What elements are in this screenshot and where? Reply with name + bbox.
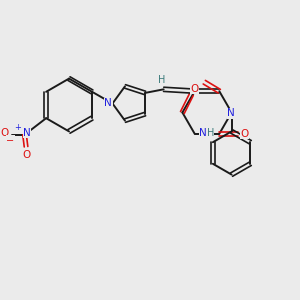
Text: H: H	[158, 75, 165, 85]
Text: H: H	[207, 128, 214, 138]
Text: +: +	[14, 123, 21, 132]
Text: −: −	[6, 136, 14, 146]
Text: O: O	[0, 128, 9, 138]
Text: O: O	[240, 129, 249, 139]
Text: O: O	[22, 150, 30, 160]
Text: N: N	[199, 128, 207, 138]
Text: N: N	[104, 98, 112, 109]
Text: N: N	[23, 128, 31, 138]
Text: N: N	[227, 108, 235, 118]
Text: O: O	[190, 83, 199, 94]
